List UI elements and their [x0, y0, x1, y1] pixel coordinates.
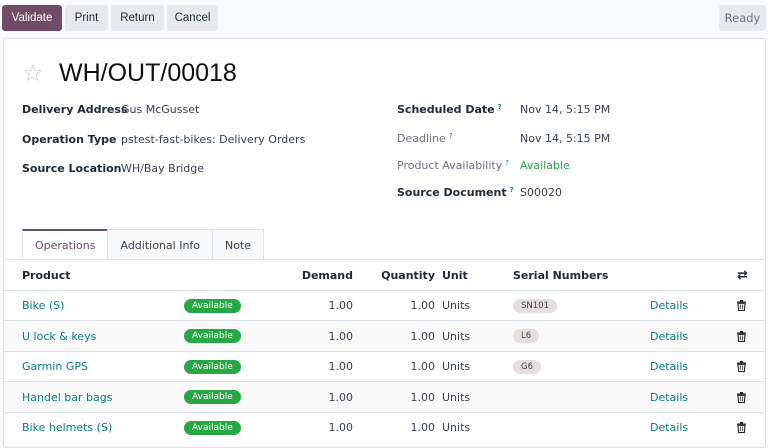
help-icon[interactable]: ? — [505, 159, 509, 167]
operations-table: Product Demand Quantity Unit Serial Numb… — [4, 259, 765, 442]
field-label: Product Availability? — [397, 159, 509, 172]
trash-icon[interactable] — [737, 422, 746, 433]
demand-cell: 1.00 — [328, 421, 354, 434]
details-button[interactable]: Details — [650, 329, 689, 343]
field-label: Delivery Address — [22, 103, 128, 116]
col-product[interactable]: Product — [22, 268, 71, 282]
quantity-cell[interactable]: 1.00 — [410, 299, 436, 312]
quantity-cell[interactable]: 1.00 — [410, 390, 436, 404]
field-label: Deadline? — [397, 132, 453, 145]
details-button[interactable]: Details — [650, 421, 689, 434]
quantity-cell[interactable]: 1.00 — [410, 360, 436, 373]
availability-badge: Available — [184, 329, 241, 343]
field-label: Scheduled Date? — [397, 103, 502, 116]
label-text: Scheduled Date — [397, 103, 495, 116]
validate-button[interactable]: Validate — [2, 5, 62, 31]
quantity-cell[interactable]: 1.00 — [410, 329, 436, 343]
demand-cell: 1.00 — [328, 360, 354, 373]
details-button[interactable]: Details — [650, 299, 689, 312]
col-demand[interactable]: Demand — [301, 268, 353, 282]
field-value[interactable]: Available — [520, 159, 570, 172]
unit-cell: Units — [442, 390, 471, 404]
table-row[interactable]: Bike (S) Available 1.00 1.00 Units SN101… — [4, 289, 765, 321]
table-row[interactable]: Bike helmets (S) Available 1.00 1.00 Uni… — [4, 411, 765, 443]
field-value[interactable]: pstest-fast-bikes: Delivery Orders — [121, 132, 306, 146]
product-link[interactable]: Garmin GPS — [22, 360, 88, 373]
serial-tag[interactable]: SN101 — [513, 298, 557, 313]
notebook-tabs: Operations Additional Info Note — [22, 229, 265, 260]
col-serial[interactable]: Serial Numbers — [513, 268, 609, 282]
unit-cell: Units — [442, 360, 471, 373]
status-ready[interactable]: Ready — [719, 5, 766, 31]
details-button[interactable]: Details — [650, 390, 689, 404]
trash-icon[interactable] — [737, 361, 746, 372]
table-row[interactable]: Handel bar bags Available 1.00 1.00 Unit… — [4, 381, 765, 412]
product-link[interactable]: U lock & keys — [22, 329, 97, 343]
table-row[interactable]: U lock & keys Available 1.00 1.00 Units … — [4, 320, 765, 351]
col-quantity[interactable]: Quantity — [381, 268, 435, 282]
tab-additional-info[interactable]: Additional Info — [107, 229, 214, 260]
page-title: WH/OUT/00018 — [59, 59, 237, 87]
quantity-cell[interactable]: 1.00 — [410, 421, 436, 434]
unit-cell: Units — [442, 299, 471, 312]
table-header: Product Demand Quantity Unit Serial Numb… — [4, 259, 765, 290]
unit-cell: Units — [442, 329, 471, 343]
details-button[interactable]: Details — [650, 360, 689, 373]
field-label: Source Location — [22, 162, 122, 175]
serial-tag[interactable]: L6 — [513, 329, 540, 343]
table-row[interactable]: Garmin GPS Available 1.00 1.00 Units G6 … — [4, 350, 765, 382]
demand-cell: 1.00 — [328, 299, 354, 312]
field-label: Source Document? — [397, 186, 514, 199]
label-text: Source Document — [397, 186, 507, 199]
availability-badge: Available — [184, 359, 241, 374]
return-button[interactable]: Return — [111, 5, 164, 31]
field-value[interactable]: WH/Bay Bridge — [121, 162, 205, 175]
trash-icon[interactable] — [737, 300, 746, 311]
help-icon[interactable]: ? — [509, 186, 514, 194]
form-sheet: ☆ WH/OUT/00018 Delivery Address Gus McGus… — [3, 38, 766, 448]
col-unit[interactable]: Unit — [442, 268, 468, 282]
field-label: Operation Type — [22, 132, 117, 146]
availability-badge: Available — [184, 390, 241, 404]
product-link[interactable]: Handel bar bags — [22, 390, 113, 404]
trash-icon[interactable] — [737, 330, 746, 342]
column-settings-icon[interactable]: ⇄ — [737, 267, 748, 283]
help-icon[interactable]: ? — [497, 103, 502, 111]
tab-note[interactable]: Note — [212, 229, 265, 260]
star-icon[interactable]: ☆ — [22, 59, 44, 87]
help-icon[interactable]: ? — [448, 132, 453, 140]
demand-cell: 1.00 — [328, 329, 354, 343]
field-value[interactable]: Nov 14, 5:15 PM — [520, 103, 611, 116]
field-value[interactable]: Nov 14, 5:15 PM — [520, 132, 611, 145]
print-button[interactable]: Print — [65, 5, 108, 31]
label-text: Deadline — [397, 132, 446, 145]
product-link[interactable]: Bike (S) — [22, 299, 65, 312]
availability-badge: Available — [184, 298, 241, 313]
unit-cell: Units — [442, 421, 471, 434]
field-value[interactable]: S00020 — [520, 186, 562, 199]
availability-badge: Available — [184, 420, 241, 435]
field-value[interactable]: Gus McGusset — [121, 103, 200, 116]
demand-cell: 1.00 — [328, 390, 354, 404]
trash-icon[interactable] — [737, 391, 746, 403]
label-text: Product Availability — [397, 159, 503, 172]
tab-operations[interactable]: Operations — [22, 229, 109, 260]
product-link[interactable]: Bike helmets (S) — [22, 421, 113, 434]
serial-tag[interactable]: G6 — [513, 359, 541, 374]
cancel-button[interactable]: Cancel — [167, 5, 218, 31]
